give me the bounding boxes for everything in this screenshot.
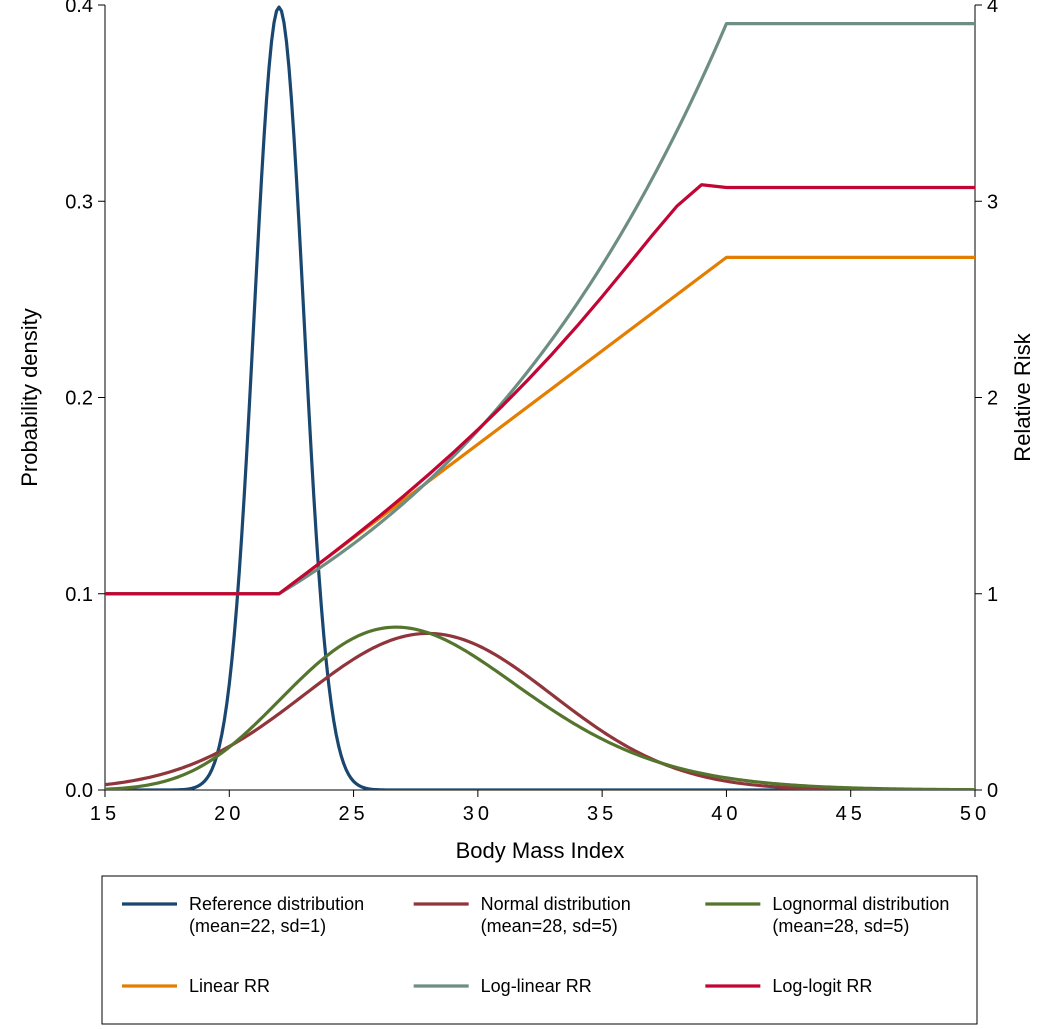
y-left-tick-label: 0.1 <box>65 584 93 606</box>
x-tick-label: 35 <box>587 803 617 825</box>
y-left-tick-label: 0.3 <box>65 191 93 213</box>
y-right-axis-title: Relative Risk <box>1010 332 1035 461</box>
x-axis-title: Body Mass Index <box>456 838 625 863</box>
legend-label-normal-distribution: Normal distribution <box>481 894 631 914</box>
chart-svg: 1520253035404550Body Mass Index0.00.10.2… <box>0 0 1050 1029</box>
y-right-tick-label: 3 <box>987 191 998 213</box>
x-tick-label: 30 <box>463 803 493 825</box>
x-tick-label: 15 <box>90 803 120 825</box>
legend-label-log-logit-rr: Log-logit RR <box>772 976 872 996</box>
y-right-tick-label: 1 <box>987 584 998 606</box>
y-left-tick-label: 0.2 <box>65 388 93 410</box>
y-right-tick-label: 0 <box>987 780 998 802</box>
x-tick-label: 40 <box>711 803 741 825</box>
x-tick-label: 50 <box>960 803 990 825</box>
y-right-tick-label: 4 <box>987 0 998 17</box>
y-left-axis-title: Probability density <box>17 308 42 487</box>
y-left-tick-label: 0.4 <box>65 0 93 17</box>
legend-sublabel-reference-distribution: (mean=22, sd=1) <box>189 916 326 936</box>
legend-label-reference-distribution: Reference distribution <box>189 894 364 914</box>
legend-sublabel-lognormal-distribution: (mean=28, sd=5) <box>772 916 909 936</box>
y-left-tick-label: 0.0 <box>65 780 93 802</box>
legend-sublabel-normal-distribution: (mean=28, sd=5) <box>481 916 618 936</box>
x-tick-label: 25 <box>338 803 368 825</box>
legend-label-log-linear-rr: Log-linear RR <box>481 976 592 996</box>
x-tick-label: 20 <box>214 803 244 825</box>
chart-container: 1520253035404550Body Mass Index0.00.10.2… <box>0 0 1050 1029</box>
legend-label-linear-rr: Linear RR <box>189 976 270 996</box>
legend: Reference distribution(mean=22, sd=1) Nor… <box>102 876 977 1024</box>
legend-label-lognormal-distribution: Lognormal distribution <box>772 894 949 914</box>
x-tick-label: 45 <box>836 803 866 825</box>
y-right-tick-label: 2 <box>987 388 998 410</box>
